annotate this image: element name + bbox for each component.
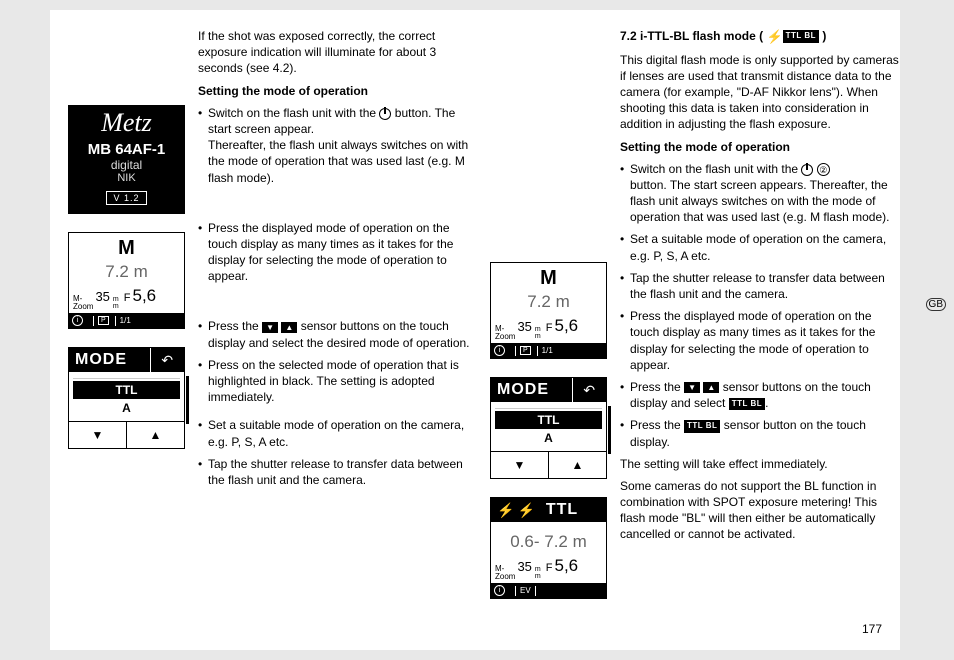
logo-text: Metz <box>101 108 152 137</box>
left-bullet-4: Press on the selected mode of operation … <box>198 357 480 406</box>
f-value: 5,6 <box>555 556 579 576</box>
bolt-icon: ⚡ <box>517 502 534 519</box>
left-setting-heading: Setting the mode of operation <box>198 83 480 99</box>
right-intro: This digital flash mode is only supporte… <box>620 52 902 133</box>
m-distance: 7.2 m <box>491 292 606 316</box>
m-mode-label: M <box>491 263 606 292</box>
bolt-icon: ⚡ <box>766 29 782 44</box>
screen-start: Metz MB 64AF-1 digital NIK V 1.2 <box>68 105 185 214</box>
ttl-title: TTL <box>546 501 578 519</box>
left-bullet-3: Press the ▼ ▲ sensor buttons on the touc… <box>198 318 480 350</box>
page-number: 177 <box>862 622 882 636</box>
down-sensor-icon: ▼ <box>262 322 278 333</box>
m-distance: 7.2 m <box>69 262 184 286</box>
model-label: MB 64AF-1 <box>69 140 184 158</box>
screen-m-mode: M 7.2 m M- Zoom 35 mm F 5,6 i P 1/1 <box>68 232 185 329</box>
p-box: P <box>98 316 109 325</box>
right-bullet-6: Press the TTL BL sensor button on the to… <box>620 417 902 449</box>
info-icon: i <box>494 345 505 356</box>
left-bullet-1: Switch on the flash unit with the button… <box>198 105 480 186</box>
right-text-column: 7.2 i-TTL-BL flash mode ( ⚡TTL BL ) This… <box>620 28 902 549</box>
left-bullet-5: Set a suitable mode of operation on the … <box>198 417 480 449</box>
power-icon <box>379 108 391 120</box>
info-bar: i P 1/1 <box>69 313 184 328</box>
return-icon: ↶ <box>150 348 185 372</box>
up-arrow-button: ▲ <box>127 422 184 448</box>
zoom-value: 35 <box>517 559 531 574</box>
circle-2-icon: ② <box>817 163 830 176</box>
info-bar: i EV <box>491 583 606 598</box>
ev-label: EV <box>520 586 531 595</box>
down-arrow-button: ▼ <box>491 452 549 478</box>
digital-label: digital <box>69 158 184 172</box>
left-intro: If the shot was exposed correctly, the c… <box>198 28 480 77</box>
right-bullet-2: Set a suitable mode of operation on the … <box>620 231 902 263</box>
zoom-row: M- Zoom 35 mm F 5,6 <box>491 316 606 343</box>
power-icon <box>801 164 813 176</box>
left-screens-column: Metz MB 64AF-1 digital NIK V 1.2 M 7.2 m… <box>68 105 185 467</box>
brand-label: NIK <box>69 172 184 186</box>
right-bullet-3: Tap the shutter release to transfer data… <box>620 270 902 302</box>
zoom-value: 35 <box>517 319 531 334</box>
scroll-indicator <box>186 376 189 424</box>
up-sensor-icon: ▲ <box>281 322 297 333</box>
gb-language-tab: GB <box>926 298 946 311</box>
return-icon: ↶ <box>572 378 607 402</box>
up-sensor-icon: ▲ <box>703 382 719 393</box>
left-text-column: If the shot was exposed correctly, the c… <box>198 28 480 494</box>
screen-mode-select: MODE ↶ TTL A ▼ ▲ <box>68 347 185 449</box>
f-value: 5,6 <box>133 286 157 306</box>
up-arrow-button: ▲ <box>549 452 606 478</box>
manual-page: If the shot was exposed correctly, the c… <box>50 10 900 650</box>
p-box: P <box>520 346 531 355</box>
right-setting-heading: Setting the mode of operation <box>620 139 902 155</box>
info-bar: i P 1/1 <box>491 343 606 358</box>
mode-title: MODE <box>491 378 572 402</box>
right-outro-1: The setting will take effect immediately… <box>620 456 902 472</box>
info-icon: i <box>494 585 505 596</box>
right-screens-column: M 7.2 m M- Zoom 35 mm F 5,6 i P 1/1 <box>490 262 607 617</box>
right-outro-2: Some cameras do not support the BL funct… <box>620 478 902 543</box>
mode-item-ttl: TTL <box>73 381 180 399</box>
scroll-indicator <box>608 406 611 454</box>
mode-title: MODE <box>69 348 150 372</box>
screen-mode-select-2: MODE ↶ TTL A ▼ ▲ <box>490 377 607 479</box>
left-bullet-6: Tap the shutter release to transfer data… <box>198 456 480 488</box>
f-value: 5,6 <box>555 316 579 336</box>
ttlbl-badge-icon: TTL BL <box>783 30 819 43</box>
info-icon: i <box>72 315 83 326</box>
ttlbl-badge-icon: TTL BL <box>684 420 720 433</box>
zoom-value: 35 <box>95 289 109 304</box>
right-bullet-4: Press the displayed mode of operation on… <box>620 308 902 373</box>
screen-m-mode-2: M 7.2 m M- Zoom 35 mm F 5,6 i P 1/1 <box>490 262 607 359</box>
ttlbl-badge-icon: TTL BL <box>729 398 765 411</box>
mode-item-a: A <box>495 429 602 447</box>
right-bullet-5: Press the ▼ ▲ sensor buttons on the touc… <box>620 379 902 411</box>
left-bullet-2: Press the displayed mode of operation on… <box>198 220 480 285</box>
bolt-icon: ⚡ <box>497 502 514 519</box>
m-mode-label: M <box>69 233 184 262</box>
down-sensor-icon: ▼ <box>684 382 700 393</box>
mode-item-a: A <box>73 399 180 417</box>
zoom-row: M- Zoom 35 mm F 5,6 <box>69 286 184 313</box>
power-ratio: 1/1 <box>120 316 131 325</box>
power-ratio: 1/1 <box>542 346 553 355</box>
right-heading: 7.2 i-TTL-BL flash mode ( ⚡TTL BL ) <box>620 28 902 46</box>
screen-ttl-mode: ⚡ ⚡ TTL 0.6- 7.2 m M- Zoom 35 mm F 5,6 i… <box>490 497 607 599</box>
zoom-row: M- Zoom 35 mm F 5,6 <box>491 556 606 583</box>
right-bullet-1: Switch on the flash unit with the ② butt… <box>620 161 902 226</box>
ttl-distance: 0.6- 7.2 m <box>491 522 606 556</box>
down-arrow-button: ▼ <box>69 422 127 448</box>
mode-item-ttl: TTL <box>495 411 602 429</box>
version-label: V 1.2 <box>106 191 146 205</box>
